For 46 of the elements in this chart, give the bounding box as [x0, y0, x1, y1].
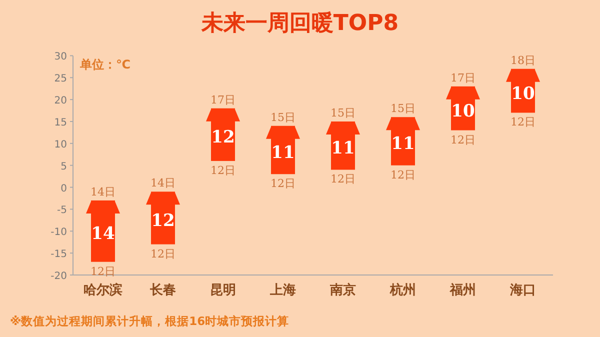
- annotation: 15日: [330, 106, 356, 120]
- x-tick-label: 南京: [329, 282, 356, 298]
- data-label: 12: [211, 128, 235, 148]
- annotation: 14日: [90, 185, 116, 198]
- x-tick-label: 福州: [449, 282, 476, 298]
- y-tick-label: 30: [54, 52, 67, 63]
- y-tick-label: 15: [54, 117, 67, 128]
- data-label: 12: [151, 210, 175, 231]
- annotation: 17日: [210, 93, 236, 106]
- annotation: 15日: [270, 110, 296, 124]
- x-tick-label: 海口: [509, 283, 536, 298]
- x-tick-label: 哈尔滨: [84, 282, 122, 298]
- annotation: 12日: [270, 177, 296, 190]
- annotation: 12日: [330, 172, 356, 186]
- annotation: 12日: [210, 164, 236, 177]
- annotation: 12日: [390, 168, 416, 182]
- y-tick-label: -15: [50, 249, 67, 260]
- annotation: 12日: [150, 247, 176, 260]
- y-tick-label: 5: [60, 161, 67, 172]
- y-tick-label: 0: [60, 183, 67, 194]
- y-tick-label: -20: [50, 271, 67, 282]
- annotation: 12日: [510, 116, 536, 129]
- annotation: 12日: [90, 264, 116, 278]
- annotation: 14日: [150, 176, 176, 190]
- y-tick-label: 25: [54, 74, 67, 85]
- chart-title: 未来一周回暖TOP8: [200, 11, 399, 36]
- annotation: 15日: [390, 102, 416, 116]
- annotation: 18日: [510, 54, 536, 67]
- x-tick-label: 长春: [149, 283, 176, 298]
- x-tick-label: 杭州: [389, 282, 416, 298]
- data-label: 10: [451, 101, 475, 122]
- y-tick-label: -10: [50, 227, 67, 238]
- data-label: 11: [391, 134, 415, 154]
- y-tick-label: 10: [54, 139, 67, 150]
- y-tick-label: 20: [54, 96, 67, 107]
- data-label: 11: [271, 143, 295, 163]
- x-tick-label: 上海: [269, 283, 296, 298]
- data-label: 10: [511, 84, 535, 104]
- x-tick-label: 昆明: [210, 283, 236, 298]
- annotation: 17日: [450, 71, 476, 84]
- text: ※数值为过程期间累计升幅，根据16时城市预报计算: [10, 314, 290, 328]
- data-label: 11: [331, 138, 355, 159]
- y-tick-label: -5: [57, 205, 67, 216]
- data-label: 14: [91, 224, 115, 244]
- annotation: 12日: [450, 133, 476, 146]
- y-axis-title: 单位：℃: [79, 58, 131, 72]
